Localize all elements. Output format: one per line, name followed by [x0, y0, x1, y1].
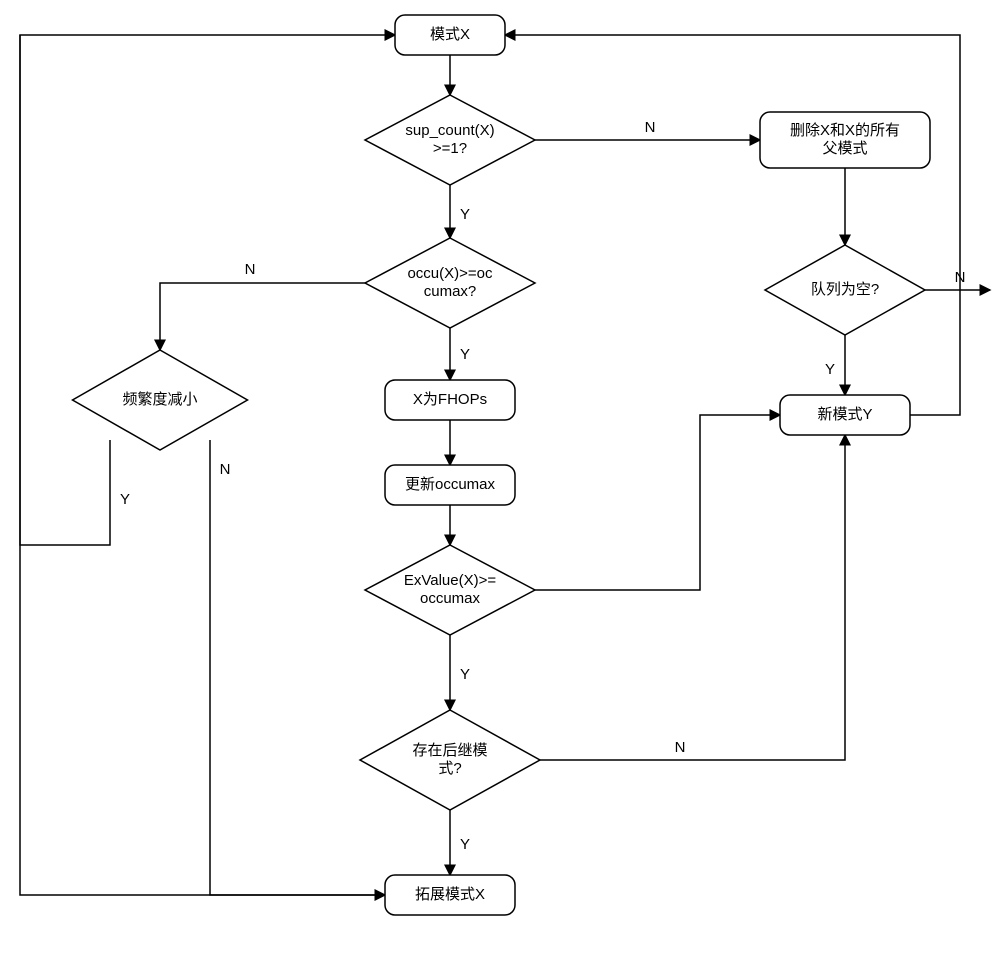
node-label-d_occu-0: occu(X)>=oc: [407, 265, 493, 282]
node-label-d_exval-0: ExValue(X)>=: [404, 572, 497, 589]
edge-n_expand-n_start: [20, 35, 385, 895]
edge-label-2: N: [645, 119, 656, 136]
edge-label-8: Y: [460, 836, 470, 853]
edge-n_newY-n_start: [505, 35, 960, 415]
edge-d_occu-d_freq: [160, 283, 365, 350]
node-n_delete: 删除X和X的所有父模式: [760, 112, 930, 168]
edge-label-13: Y: [825, 361, 835, 378]
node-n_expand: 拓展模式X: [385, 875, 515, 915]
node-d_next: 存在后继模式?: [360, 710, 540, 810]
node-label-d_sup-0: sup_count(X): [405, 122, 494, 139]
node-n_start: 模式X: [395, 15, 505, 55]
node-label-n_start-0: 模式X: [430, 26, 470, 43]
edge-label-16: N: [675, 739, 686, 756]
node-n_fhops: X为FHOPs: [385, 380, 515, 420]
node-d_occu: occu(X)>=occumax?: [365, 238, 535, 328]
node-label-d_exval-1: occumax: [420, 590, 481, 607]
edge-label-14: N: [955, 269, 966, 286]
node-label-d_next-1: 式?: [438, 760, 461, 777]
edge-d_next-n_newY: [540, 435, 845, 760]
node-d_queue: 队列为空?: [765, 245, 925, 335]
edge-label-1: Y: [460, 206, 470, 223]
node-d_exval: ExValue(X)>=occumax: [365, 545, 535, 635]
node-label-n_fhops-0: X为FHOPs: [413, 391, 487, 408]
edge-d_freq-n_start: [20, 35, 395, 545]
edge-label-3: Y: [460, 346, 470, 363]
node-label-d_queue-0: 队列为空?: [811, 281, 879, 298]
node-label-d_sup-1: >=1?: [433, 140, 467, 157]
edge-label-9: N: [220, 461, 231, 478]
node-label-d_freq-0: 频繁度减小: [122, 391, 197, 408]
edge-d_freq-n_expand: [210, 440, 385, 895]
node-n_newY: 新模式Y: [780, 395, 910, 435]
node-label-n_update-0: 更新occumax: [405, 476, 496, 493]
node-d_sup: sup_count(X)>=1?: [365, 95, 535, 185]
node-label-n_delete-1: 父模式: [822, 140, 867, 157]
node-label-d_next-0: 存在后继模: [412, 742, 487, 759]
edge-label-4: N: [245, 261, 256, 278]
node-n_update: 更新occumax: [385, 465, 515, 505]
node-label-n_newY-0: 新模式Y: [817, 406, 872, 423]
edge-d_exval-n_newY: [535, 415, 780, 590]
edge-label-7: Y: [460, 666, 470, 683]
edge-label-10: Y: [120, 491, 130, 508]
node-label-d_occu-1: cumax?: [424, 283, 477, 300]
node-d_freq: 频繁度减小: [73, 350, 248, 450]
node-label-n_delete-0: 删除X和X的所有: [790, 122, 900, 139]
node-label-n_expand-0: 拓展模式X: [415, 886, 485, 903]
